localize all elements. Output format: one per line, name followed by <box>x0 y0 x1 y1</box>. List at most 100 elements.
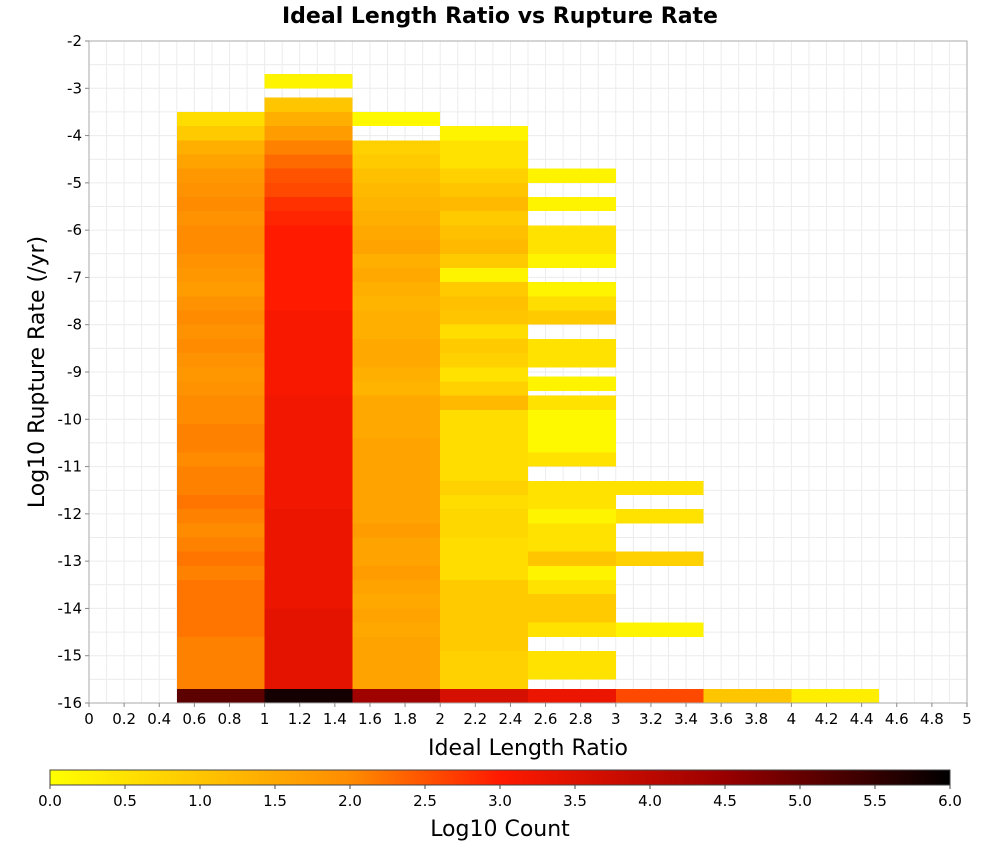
heatmap-cell <box>352 381 441 396</box>
y-tick-label: -9 <box>67 363 82 381</box>
heatmap-cell <box>352 111 441 127</box>
y-tick-label: -11 <box>58 458 83 476</box>
heatmap-cell <box>352 565 441 581</box>
heatmap-cell <box>440 650 528 666</box>
heatmap-cell <box>352 282 441 297</box>
heatmap-cell <box>176 438 265 453</box>
colorbar-tick-label: 4.0 <box>638 792 662 810</box>
heatmap-cell <box>615 509 704 524</box>
heatmap-cell <box>440 395 528 410</box>
heatmap-cell <box>528 438 616 453</box>
heatmap-cell <box>440 452 528 467</box>
heatmap-cell <box>352 197 441 212</box>
heatmap-cell <box>440 296 528 311</box>
heatmap-cell <box>352 211 441 226</box>
colorbar-tick-label: 2.0 <box>338 792 362 810</box>
heatmap-cell <box>352 509 441 524</box>
heatmap-cell <box>352 395 441 410</box>
heatmap-cell <box>264 480 353 495</box>
heatmap-cell <box>264 608 353 623</box>
x-tick-label: 1.6 <box>358 710 382 728</box>
heatmap-cell <box>528 480 616 495</box>
colorbar-tick-label: 0.5 <box>113 792 137 810</box>
y-tick-label: -12 <box>58 505 83 523</box>
heatmap-cell <box>176 636 265 651</box>
heatmap-cell <box>528 580 616 595</box>
colorbar-tick-label: 2.5 <box>413 792 437 810</box>
heatmap-cell <box>264 636 353 651</box>
x-tick-label: 4.2 <box>815 710 839 728</box>
heatmap-cell <box>264 688 353 703</box>
heatmap-cell <box>176 140 265 155</box>
heatmap-cell <box>440 580 528 595</box>
heatmap-cell <box>176 565 265 581</box>
heatmap-cell <box>352 594 441 609</box>
x-tick-label: 4.8 <box>920 710 944 728</box>
heatmap-cell <box>352 580 441 595</box>
heatmap-cell <box>528 665 616 680</box>
heatmap-cell <box>703 688 792 703</box>
heatmap-cell <box>440 211 528 226</box>
heatmap-cell <box>264 111 353 127</box>
y-axis-ticks: -2 -3 -4 -5 -6 -7 -8 -9 -10 -11 -12 -13 -14 -15 -16 <box>58 32 89 712</box>
heatmap-cell <box>264 565 353 581</box>
heatmap-cell <box>352 622 441 637</box>
heatmap-cell <box>352 267 441 283</box>
y-tick-label: -5 <box>67 174 82 192</box>
heatmap-cell <box>440 424 528 439</box>
colorbar-label: Log10 Count <box>430 817 570 842</box>
heatmap-cell <box>440 565 528 581</box>
heatmap-cell <box>528 494 616 510</box>
heatmap-cell <box>440 140 528 155</box>
x-axis-ticks: 0 0.2 0.4 0.6 0.8 1 1.2 1.4 1.6 1.8 2 2.2 2.4 2.6 2.8 3… <box>84 703 972 728</box>
x-tick-label: 0.2 <box>112 710 136 728</box>
heatmap-cell <box>440 480 528 495</box>
heatmap-cell <box>528 225 616 240</box>
heatmap-cell <box>440 168 528 183</box>
x-tick-label: 4.6 <box>885 710 909 728</box>
heatmap-cell <box>264 74 353 89</box>
y-tick-label: -14 <box>58 599 83 617</box>
heatmap-cell <box>176 267 265 283</box>
heatmap-cell <box>176 650 265 666</box>
y-tick-label: -3 <box>67 79 82 97</box>
heatmap-cell <box>264 97 353 112</box>
heatmap-cell <box>264 523 353 538</box>
heatmap-cell <box>528 253 616 268</box>
heatmap-cell <box>352 324 441 339</box>
heatmap-cell <box>352 650 441 666</box>
heatmap-cell <box>352 140 441 155</box>
heatmap-cell <box>440 338 528 354</box>
heatmap-cell <box>264 225 353 240</box>
heatmap-cell <box>352 296 441 311</box>
heatmap-cell <box>176 424 265 439</box>
heatmap-cell <box>352 466 441 481</box>
heatmap-cell <box>264 197 353 212</box>
heatmap-cell <box>176 239 265 254</box>
heatmap-cell <box>440 523 528 538</box>
heatmap-cell <box>440 438 528 453</box>
heatmap-cell <box>352 688 441 703</box>
heatmap-cell <box>176 324 265 339</box>
heatmap-cell <box>176 253 265 268</box>
heatmap-cell <box>264 409 353 425</box>
x-tick-label: 3.8 <box>744 710 768 728</box>
heatmap-cell <box>528 168 616 183</box>
heatmap-cell <box>440 594 528 609</box>
heatmap-cell <box>264 580 353 595</box>
heatmap-cell <box>528 452 616 467</box>
colorbar <box>49 769 951 786</box>
heatmap-cell <box>264 253 353 268</box>
x-tick-label: 3 <box>611 710 621 728</box>
heatmap-cell <box>528 551 616 566</box>
heatmap-cell <box>176 154 265 169</box>
heatmap-cell <box>440 353 528 368</box>
heatmap-cell <box>528 409 616 425</box>
heatmap-cell <box>264 140 353 155</box>
heatmap-cell <box>528 509 616 524</box>
heatmap-cell <box>264 310 353 325</box>
y-tick-label: -16 <box>58 694 83 712</box>
heatmap-cell <box>176 282 265 297</box>
heatmap-cell <box>528 537 616 552</box>
